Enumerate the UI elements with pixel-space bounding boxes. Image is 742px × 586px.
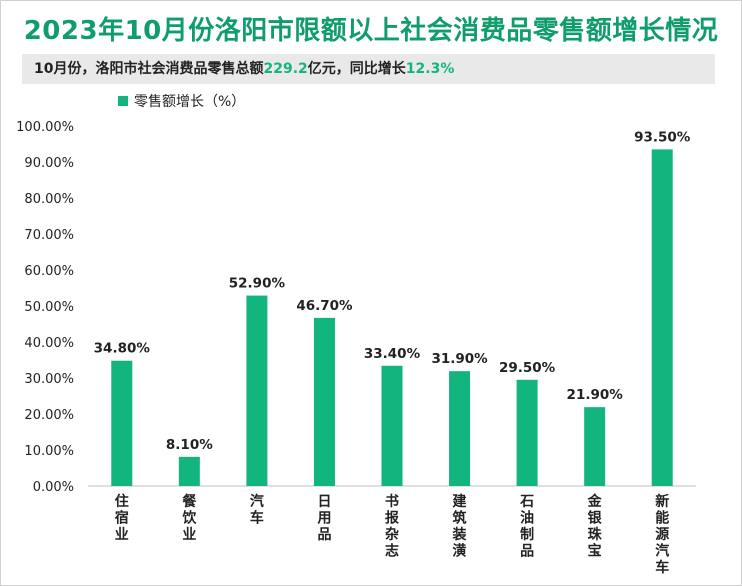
y-tick-label: 0.00%	[33, 480, 74, 495]
subtitle-prefix: 10月份，洛阳市社会消费品零售总额	[34, 61, 264, 77]
data-label: 46.70%	[296, 298, 353, 314]
chart-title: 2023年10月份洛阳市限额以上社会消费品零售额增长情况	[23, 16, 719, 46]
bar	[449, 371, 471, 486]
y-tick-label: 50.00%	[24, 300, 74, 315]
y-tick-label: 90.00%	[24, 156, 74, 171]
bar	[111, 360, 133, 486]
data-label: 8.10%	[166, 437, 213, 453]
y-tick-label: 70.00%	[24, 228, 74, 243]
bar	[651, 149, 673, 486]
subtitle-middle: 亿元，同比增长	[307, 61, 406, 77]
category-label: 餐饮业	[181, 493, 197, 543]
data-label: 21.90%	[567, 387, 624, 403]
data-label: 33.40%	[364, 346, 421, 362]
bars-group	[111, 149, 673, 486]
data-label: 93.50%	[634, 129, 691, 145]
legend-swatch	[118, 96, 128, 106]
bar	[313, 317, 335, 486]
legend-label: 零售额增长（%）	[134, 94, 245, 110]
bar	[246, 295, 268, 486]
data-label: 29.50%	[499, 360, 556, 376]
subtitle-amount: 229.2	[263, 61, 308, 77]
bar	[584, 407, 606, 486]
y-tick-label: 10.00%	[24, 444, 74, 459]
subtitle-growth: 12.3%	[405, 61, 455, 77]
category-label: 汽车	[250, 493, 264, 527]
bar	[381, 365, 403, 486]
category-label: 石油制品	[519, 494, 534, 560]
category-label: 金银珠宝	[587, 493, 603, 560]
category-label: 书报杂志	[385, 493, 399, 560]
category-labels-group: 住宿业 餐饮业 汽车 日用品 书报杂志 建筑装潢 石油制品 金银珠宝 新能源汽车	[115, 493, 669, 576]
y-tick-label: 60.00%	[24, 264, 74, 279]
data-label: 34.80%	[94, 341, 151, 357]
category-label: 日用品	[317, 494, 331, 543]
y-tick-label: 80.00%	[24, 192, 74, 207]
bar	[178, 456, 200, 486]
y-tick-label: 40.00%	[24, 336, 74, 351]
subtitle-box: 10月份，洛阳市社会消费品零售总额229.2亿元，同比增长12.3%	[22, 54, 715, 84]
data-labels-group: 34.80% 8.10% 52.90% 46.70% 33.40% 31.90% 29.50…	[94, 129, 691, 452]
y-tick-label: 20.00%	[24, 408, 74, 423]
y-axis-ticks: 0.00% 10.00% 20.00% 30.00% 40.00% 50.00% 60.00…	[16, 120, 74, 495]
category-label: 住宿业	[115, 493, 129, 543]
data-label: 52.90%	[229, 276, 286, 292]
data-label: 31.90%	[431, 351, 488, 367]
category-label: 建筑装潢	[452, 493, 468, 560]
y-tick-label: 100.00%	[16, 120, 74, 135]
y-tick-label: 30.00%	[24, 372, 74, 387]
category-label: 新能源汽车	[655, 493, 669, 576]
bar	[516, 379, 538, 486]
